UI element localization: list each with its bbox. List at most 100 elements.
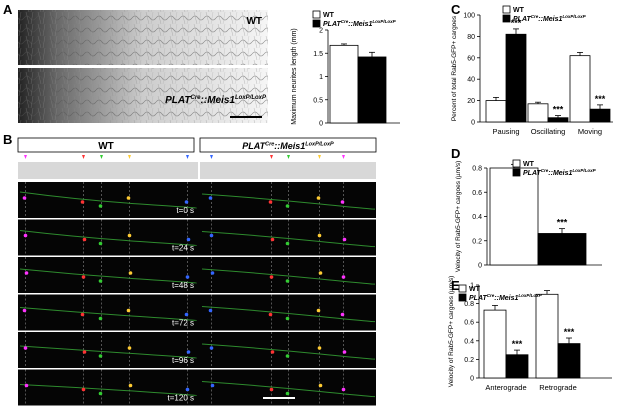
cargo-particle xyxy=(82,350,87,354)
panel-letter-a: A xyxy=(3,2,13,17)
significance-marker: *** xyxy=(511,18,522,28)
bar-wt xyxy=(527,103,549,123)
cargo-particle xyxy=(210,271,215,275)
cargo-particle xyxy=(341,275,346,279)
y-axis-label: Maximum neurites length (mm) xyxy=(291,28,298,124)
timepoint-label: t=0 s xyxy=(176,206,194,215)
cargo-particle xyxy=(285,391,290,396)
cargo-particle xyxy=(126,196,131,200)
wt-neurite-texture xyxy=(18,10,268,65)
y-tick-label: 0.8 xyxy=(472,166,482,173)
cargo-particle xyxy=(80,200,85,204)
y-tick-label: 0.6 xyxy=(472,190,482,197)
kymograph-arrow-marker xyxy=(342,155,345,159)
significance-marker: *** xyxy=(564,327,575,337)
legend-swatch-wt xyxy=(312,10,321,19)
y-tick-label: 0.5 xyxy=(313,97,323,104)
cargo-particle xyxy=(285,316,290,321)
kymograph-arrow-marker xyxy=(82,155,85,159)
y-tick-label: 0.2 xyxy=(472,238,482,245)
x-category-label: Moving xyxy=(578,127,602,136)
legend-swatch-wt xyxy=(512,159,521,168)
cargo-particle xyxy=(82,237,87,242)
cargo-particle xyxy=(127,233,132,238)
axon-trace xyxy=(201,231,375,248)
y-tick-label: 0 xyxy=(319,121,323,128)
kymograph-arrow-marker xyxy=(186,155,189,159)
axon-trace xyxy=(19,268,197,284)
legend-swatch-mutant xyxy=(502,14,511,23)
bar-mutant xyxy=(505,354,529,379)
mutant-kymograph xyxy=(200,162,376,179)
legend-label: PLATCre::Meis1LoxP/LoxP xyxy=(523,168,597,177)
significance-marker: *** xyxy=(557,218,568,228)
cargo-particle xyxy=(208,308,213,313)
legend-swatch-mutant xyxy=(312,19,321,28)
bar-mutant xyxy=(505,33,527,123)
x-category-label: Pausing xyxy=(492,127,519,136)
cargo-particle xyxy=(81,275,86,279)
timepoint-label: t=48 s xyxy=(172,281,194,290)
legend-label: WT xyxy=(469,286,481,293)
timepoint-label: t=120 s xyxy=(168,394,194,403)
cargo-particle xyxy=(318,383,323,388)
bar-mutant xyxy=(557,343,581,379)
significance-marker: *** xyxy=(512,339,523,349)
cargo-particle xyxy=(23,346,28,350)
cargo-particle xyxy=(317,233,322,238)
legend-swatch-wt xyxy=(502,5,511,14)
x-category-label: Anterograde xyxy=(485,383,526,392)
timelapse-frame xyxy=(18,332,376,368)
axon-trace xyxy=(19,191,197,209)
cargo-particle xyxy=(80,312,85,317)
timepoint-label: t=96 s xyxy=(172,356,194,365)
legend-swatch-mutant xyxy=(512,168,521,177)
cargo-particle xyxy=(184,200,189,204)
cargo-particle xyxy=(341,387,346,392)
kymograph-arrow-marker xyxy=(24,155,27,159)
y-tick-label: 2 xyxy=(319,28,323,35)
y-tick-label: 0.8 xyxy=(464,301,474,308)
bar-mutant xyxy=(357,56,387,124)
cargo-particle xyxy=(285,204,290,208)
timelapse-frames: t=0 s t=24 s t=48 s t=72 s t=96 s t=120 s xyxy=(18,182,376,406)
cargo-particle xyxy=(209,346,214,350)
panel-letter-d: D xyxy=(451,146,460,161)
cargo-particle xyxy=(185,387,190,392)
axon-trace xyxy=(201,381,375,398)
chart-neurite-length: Maximum neurites length (mm) 00.511.52WTP… xyxy=(291,10,400,128)
y-tick-label: 0 xyxy=(478,263,482,270)
bar-wt xyxy=(535,293,559,379)
cargo-particle xyxy=(318,271,323,275)
cargo-particle xyxy=(98,354,103,358)
legend-label: WT xyxy=(513,7,525,14)
y-axis-label: Percent of total Rab5-GFP+ cargoes xyxy=(451,15,458,121)
cargo-particle xyxy=(98,241,103,246)
y-axis-label: Velocity of Rab5-GFP+ cargoes (µm/s) xyxy=(448,276,455,388)
axon-trace xyxy=(201,268,375,285)
significance-marker: *** xyxy=(553,105,564,115)
y-tick-label: 1 xyxy=(319,74,323,81)
axon-trace xyxy=(19,384,197,396)
cargo-particle xyxy=(128,271,133,275)
cargo-particle xyxy=(22,196,27,200)
cargo-particle xyxy=(316,196,321,200)
cargo-particle xyxy=(268,312,273,317)
legend-label: PLATCre::Meis1LoxP/LoxP xyxy=(469,293,543,302)
panel-a-wt-label: WT xyxy=(246,16,262,27)
y-tick-label: 0.6 xyxy=(464,320,474,327)
timelapse-frame xyxy=(18,219,376,256)
legend-label: WT xyxy=(523,161,535,168)
cargo-particle xyxy=(98,316,103,321)
kymograph-arrow-marker xyxy=(287,155,290,159)
axon-trace xyxy=(19,230,197,246)
y-axis-label: Velocity of Rab5-GFP+ cargoes (µm/s) xyxy=(455,161,462,273)
panel-letter-b: B xyxy=(3,132,12,147)
bar-wt xyxy=(489,167,539,266)
panel-a-mutant-label: PLATCre::Meis1LoxP/LoxP xyxy=(165,95,267,106)
cargo-particle xyxy=(316,308,321,313)
axon-trace xyxy=(201,306,375,323)
y-tick-label: 0 xyxy=(471,120,475,127)
